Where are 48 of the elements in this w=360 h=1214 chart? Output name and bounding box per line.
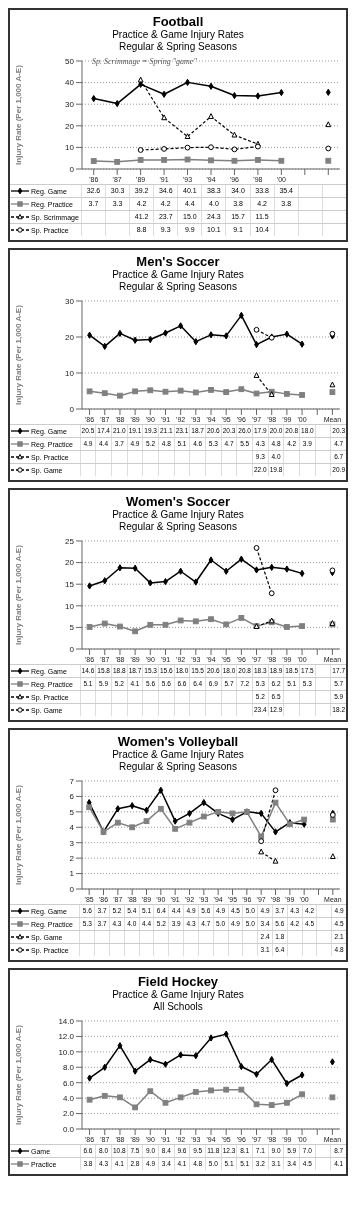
y-tick-label: 0.0 — [62, 1124, 75, 1134]
y-axis-title: Injury Rate (Per 1,000 A-E) — [13, 544, 23, 645]
y-tick-label: 10 — [65, 368, 75, 378]
chart-subtitle: Practice & Game Injury Rates Regular & Spring Seasons — [111, 29, 245, 53]
y-tick-label: 0 — [69, 644, 75, 654]
annotation: Sp. Scrimmage = Spring "game" — [92, 57, 197, 66]
chart-subtitle: Practice & Game Injury Rates Regular & Spring Seasons — [111, 269, 245, 293]
chart-subtitle: Practice & Game Injury Rates All Schools — [111, 989, 245, 1013]
y-tick-label: 5 — [69, 807, 75, 817]
chart-title: Women's Volleyball — [116, 734, 240, 749]
y-axis-title: Injury Rate (Per 1,000 A-E) — [13, 304, 23, 405]
chart-title: Football — [151, 14, 205, 29]
y-tick-label: 2 — [69, 853, 75, 863]
y-tick-label: 1 — [69, 869, 75, 879]
chart-title: Field Hockey — [136, 974, 220, 989]
y-tick-label: 15 — [65, 580, 75, 590]
y-tick-label: 6 — [69, 792, 75, 802]
y-tick-label: 5 — [69, 623, 75, 633]
y-tick-label: 8.0 — [62, 1063, 75, 1073]
y-tick-label: 40 — [65, 78, 75, 88]
y-tick-label: 10.0 — [58, 1047, 75, 1057]
y-tick-label: 20 — [65, 558, 75, 568]
y-tick-label: 2.0 — [62, 1109, 75, 1119]
chart-title: Women's Soccer — [125, 494, 231, 509]
y-tick-label: 3 — [69, 838, 75, 848]
y-axis-title: Injury Rate (Per 1,000 A-E) — [13, 1024, 23, 1125]
y-tick-label: 4.0 — [62, 1093, 75, 1103]
y-tick-label: 10 — [65, 601, 75, 611]
y-tick-label: 30 — [65, 100, 75, 110]
y-tick-label: 10 — [65, 143, 75, 153]
y-tick-label: 7 — [69, 776, 75, 786]
chart-title: Men's Soccer — [135, 254, 221, 269]
y-tick-label: 0 — [69, 404, 75, 414]
y-tick-label: 20 — [65, 121, 75, 131]
y-tick-label: 20 — [65, 332, 75, 342]
y-tick-label: 0 — [69, 884, 75, 894]
y-tick-label: 30 — [65, 296, 75, 306]
chart-subtitle: Practice & Game Injury Rates Regular & Spring Seasons — [111, 509, 245, 533]
y-tick-label: 50 — [65, 56, 75, 66]
y-axis-title: Injury Rate (Per 1,000 A-E) — [13, 64, 23, 165]
y-tick-label: 6.0 — [62, 1078, 75, 1088]
y-tick-label: 14.0 — [58, 1016, 75, 1026]
y-axis-title: Injury Rate (Per 1,000 A-E) — [13, 784, 23, 885]
y-tick-label: 12.0 — [58, 1032, 75, 1042]
y-tick-label: 25 — [65, 536, 75, 546]
chart-subtitle: Practice & Game Injury Rates Regular & Spring Seasons — [111, 749, 245, 773]
y-tick-label: 0 — [69, 164, 75, 174]
y-tick-label: 4 — [69, 823, 75, 833]
